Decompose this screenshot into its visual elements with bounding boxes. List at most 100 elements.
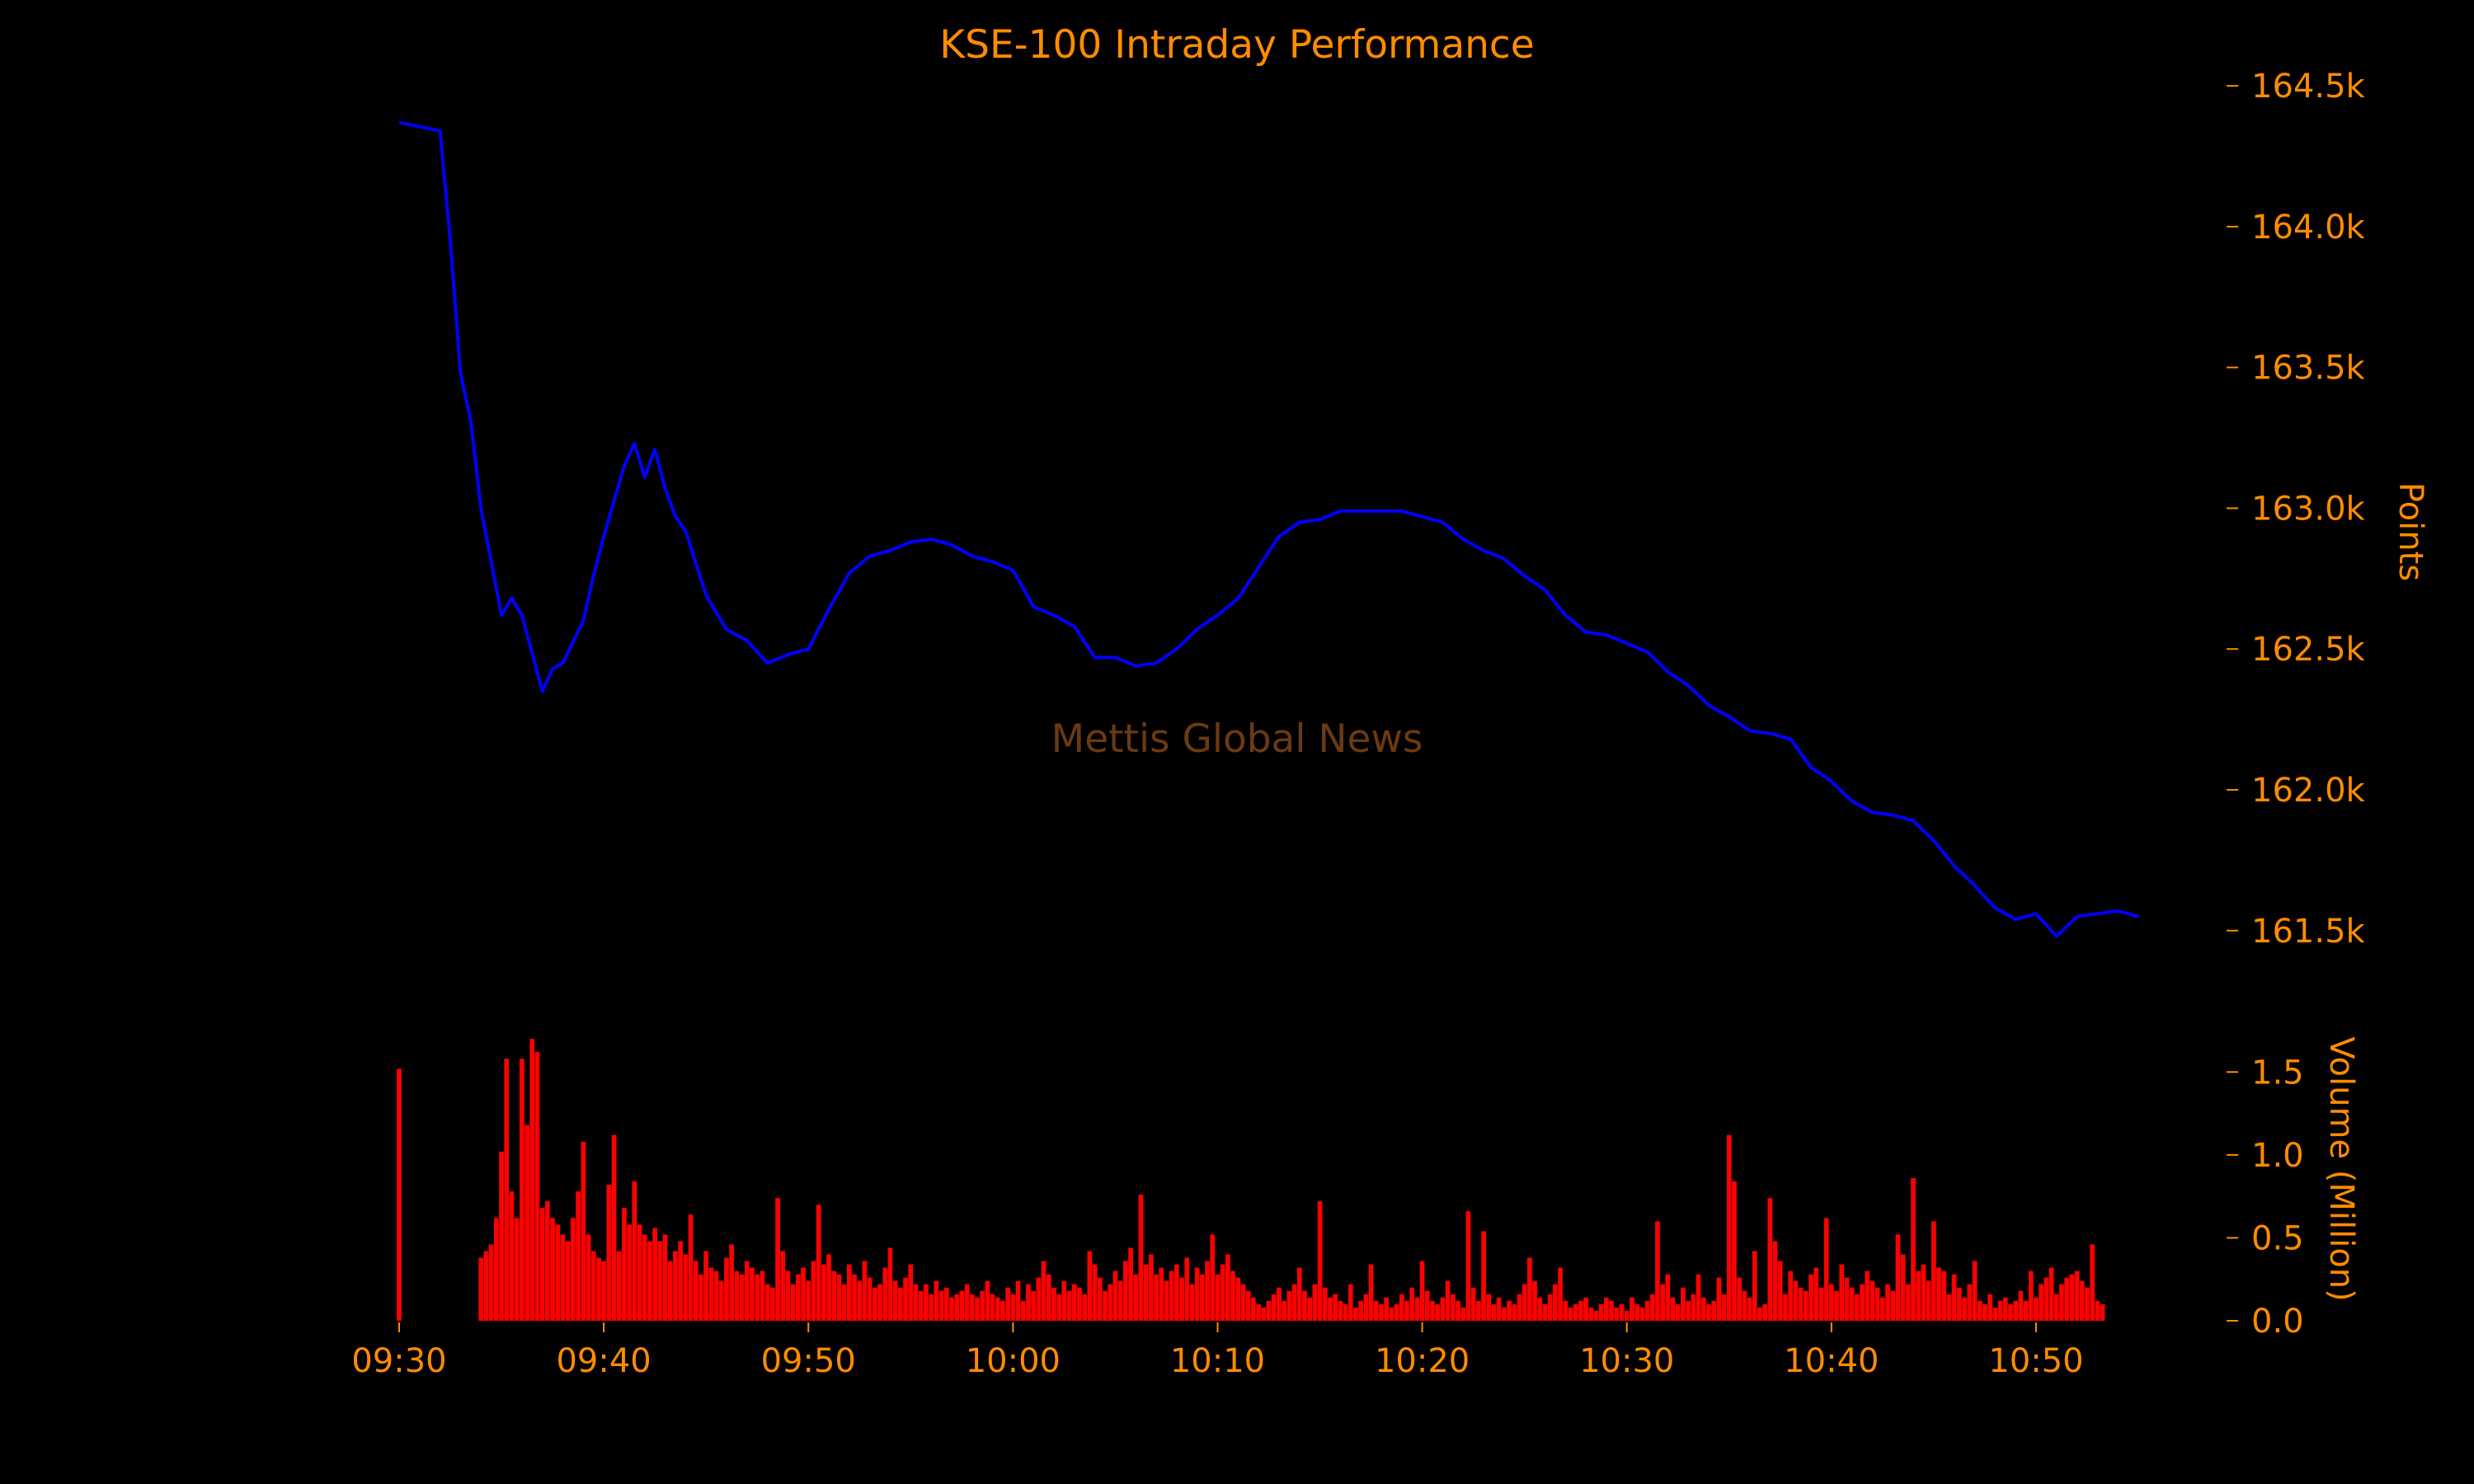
volume-bar: [2074, 1270, 2080, 1321]
volume-bar: [637, 1224, 642, 1321]
volume-bar: [1123, 1261, 1128, 1321]
volume-bar: [898, 1287, 903, 1321]
volume-bar: [1445, 1280, 1451, 1321]
volume-bar: [1818, 1287, 1824, 1321]
volume-bar: [1742, 1290, 1747, 1321]
volume-bar: [1517, 1294, 1522, 1321]
volume-bar: [1225, 1254, 1230, 1321]
volume-bar: [995, 1297, 1000, 1321]
volume-bar: [1502, 1307, 1507, 1321]
volume-bar: [1967, 1284, 1973, 1321]
volume-bar: [1558, 1267, 1563, 1321]
volume-bar: [1563, 1300, 1569, 1321]
x-tick-label: 09:30: [351, 1342, 446, 1380]
volume-bar: [703, 1251, 708, 1321]
volume-bar: [1261, 1307, 1267, 1321]
volume-axis-label: Volume (Million): [2322, 1036, 2360, 1301]
volume-bar: [1906, 1284, 1911, 1321]
volume-bar: [1154, 1274, 1159, 1321]
volume-bar: [550, 1218, 555, 1321]
volume-bar: [539, 1208, 545, 1321]
volume-bar: [1706, 1303, 1711, 1321]
volume-bar: [483, 1251, 489, 1321]
volume-bar: [1655, 1221, 1660, 1321]
volume-bar: [642, 1234, 647, 1321]
volume-bar: [1553, 1284, 1558, 1321]
volume-bar: [1092, 1264, 1098, 1321]
volume-bar: [1103, 1290, 1108, 1321]
x-axis: 09:30 09:40 09:50 10:00 10:10 10:20 10:30 10:40…: [351, 1322, 2084, 1380]
volume-bar: [1788, 1270, 1793, 1321]
volume-bar: [1716, 1277, 1722, 1321]
volume-bar: [1117, 1280, 1123, 1321]
volume-bar: [1077, 1287, 1082, 1321]
volume-bar: [1460, 1307, 1466, 1321]
volume-bar: [847, 1264, 852, 1321]
volume-bar: [1451, 1294, 1456, 1321]
volume-bar: [990, 1294, 995, 1321]
volume-bar: [1338, 1300, 1343, 1321]
volume-bar: [534, 1052, 540, 1321]
volume-bar: [606, 1185, 612, 1321]
volume-bar: [1941, 1270, 1947, 1321]
volume-bar: [2028, 1270, 2034, 1321]
volume-bar: [1649, 1294, 1655, 1321]
volume-bar: [1174, 1264, 1179, 1321]
volume-bar: [560, 1234, 566, 1321]
volume-bar: [1031, 1290, 1036, 1321]
volume-bar: [2048, 1267, 2054, 1321]
volume-bar: [1277, 1287, 1282, 1321]
price-tick-label: 163.5k: [2251, 350, 2366, 387]
volume-bar: [949, 1297, 954, 1321]
volume-bar: [1957, 1287, 1962, 1321]
volume-bar: [831, 1270, 837, 1321]
volume-bar: [2069, 1274, 2075, 1321]
volume-bar: [611, 1134, 617, 1321]
volume-axis: 0.0 0.5 1.0 1.5: [2227, 1054, 2304, 1341]
volume-bar: [1041, 1261, 1047, 1321]
volume-bar: [1700, 1297, 1706, 1321]
volume-bar: [1112, 1270, 1118, 1321]
volume-bar: [1767, 1198, 1773, 1321]
volume-bar: [1399, 1294, 1404, 1321]
volume-bar: [739, 1274, 745, 1321]
volume-bar: [1143, 1264, 1149, 1321]
volume-bar: [836, 1274, 842, 1321]
volume-bar: [1527, 1257, 1532, 1321]
volume-bar: [1916, 1270, 1921, 1321]
volume-bar: [913, 1284, 919, 1321]
volume-bar: [1855, 1294, 1860, 1321]
volume-bar: [632, 1181, 637, 1321]
volume-bar: [2085, 1287, 2090, 1321]
volume-bar: [1476, 1300, 1481, 1321]
volume-bar: [1036, 1277, 1042, 1321]
volume-bar: [1470, 1287, 1476, 1321]
volume-bar: [718, 1280, 724, 1321]
volume-bar: [1010, 1294, 1016, 1321]
volume-bar: [601, 1261, 606, 1321]
volume-bar: [1291, 1284, 1297, 1321]
volume-bar: [1997, 1300, 2003, 1321]
volume-bar: [2059, 1284, 2064, 1321]
volume-bar: [1977, 1300, 1982, 1321]
volume-bar: [1568, 1307, 1573, 1321]
volume-bar: [667, 1261, 673, 1321]
volume-bar: [2064, 1277, 2069, 1321]
volume-bar: [760, 1270, 765, 1321]
volume-bar: [1752, 1251, 1757, 1321]
price-line: [398, 120, 2139, 938]
price-tick-label: 164.5k: [2251, 68, 2366, 106]
volume-tick-label: 0.5: [2251, 1219, 2304, 1257]
volume-bar: [1108, 1284, 1113, 1321]
volume-bar: [1051, 1287, 1056, 1321]
volume-bar: [581, 1141, 586, 1321]
volume-bar: [494, 1218, 499, 1321]
volume-bar: [1762, 1303, 1767, 1321]
volume-bar: [882, 1267, 888, 1321]
volume-bar: [1210, 1234, 1216, 1321]
volume-bar: [1691, 1294, 1696, 1321]
volume-bar: [780, 1251, 786, 1321]
volume-bar: [1921, 1264, 1926, 1321]
volume-bar: [770, 1287, 775, 1321]
